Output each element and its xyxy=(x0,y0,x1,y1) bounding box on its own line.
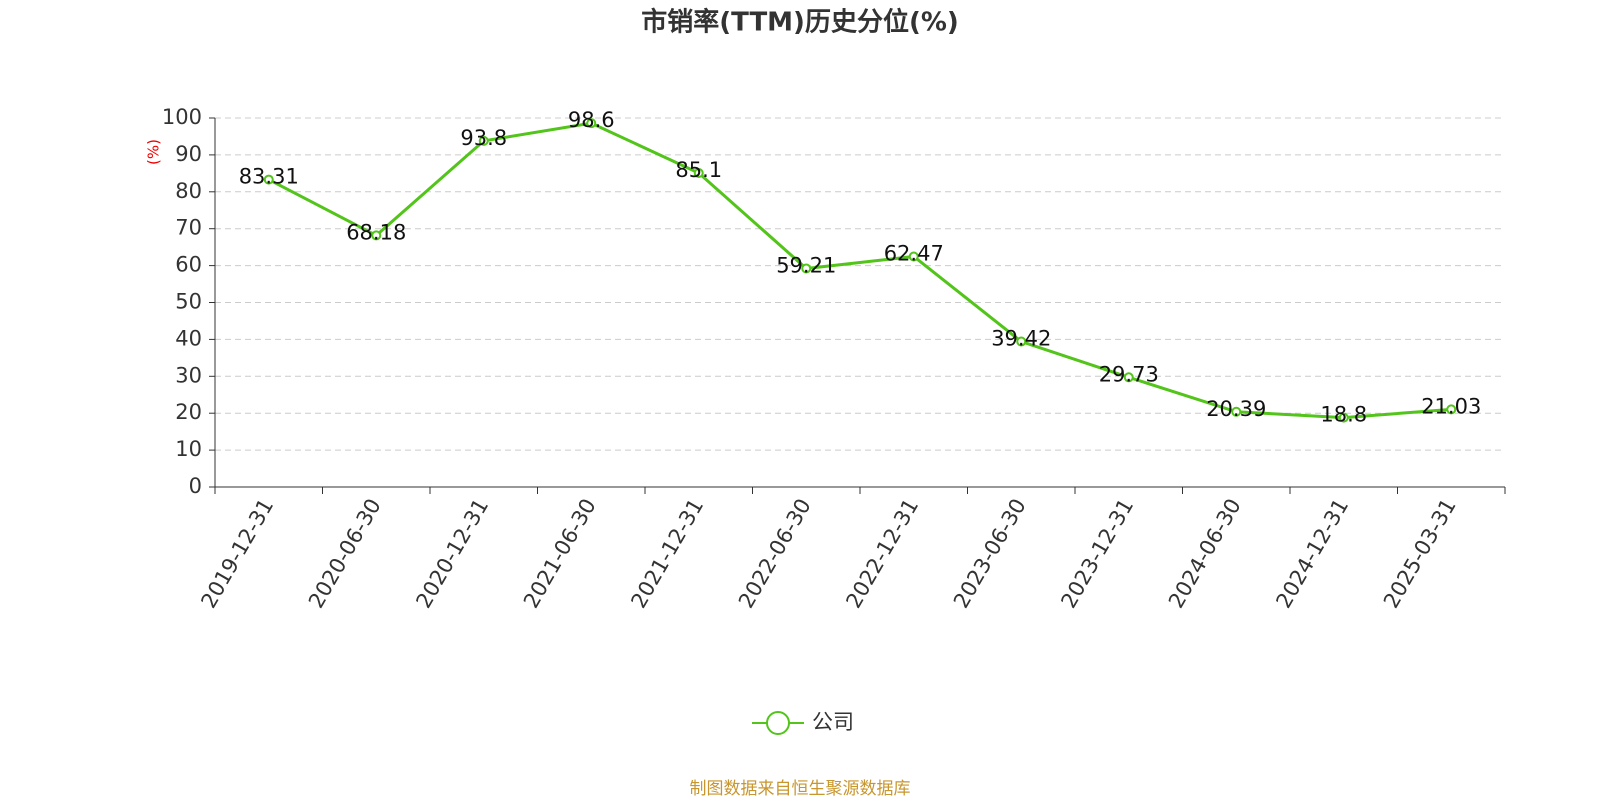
legend-marker xyxy=(766,711,790,735)
data-point xyxy=(478,135,489,146)
data-label: 59.21 xyxy=(776,254,836,278)
legend-label: 公司 xyxy=(812,710,854,734)
x-tick-label: 2025-03-31 xyxy=(1379,495,1461,613)
x-tick-label: 2023-06-30 xyxy=(949,495,1031,613)
data-label: 39.42 xyxy=(991,327,1051,351)
data-label: 20.39 xyxy=(1206,397,1266,421)
data-point xyxy=(1231,406,1242,417)
data-point xyxy=(586,118,597,129)
data-point xyxy=(801,263,812,274)
source-note: 制图数据来自恒生聚源数据库 xyxy=(690,779,911,799)
x-tick-label: 2019-12-31 xyxy=(196,495,278,613)
x-tick-label: 2022-06-30 xyxy=(734,495,816,613)
y-tick-label: 60 xyxy=(175,253,202,277)
data-point xyxy=(1338,412,1349,423)
x-tick-label: 2021-06-30 xyxy=(519,495,601,613)
y-tick-label: 20 xyxy=(175,400,202,424)
y-axis-label: (%) xyxy=(145,139,163,165)
x-tick-label: 2020-06-30 xyxy=(304,495,386,613)
data-label: 98.6 xyxy=(568,108,615,132)
series-line xyxy=(268,121,1452,420)
y-tick-label: 0 xyxy=(189,474,202,498)
data-point xyxy=(263,174,274,185)
data-label: 85.1 xyxy=(675,158,722,182)
y-tick-label: 50 xyxy=(175,290,202,314)
data-label: 21.03 xyxy=(1421,394,1481,418)
chart-title: 市销率(TTM)历史分位(%) xyxy=(641,7,959,38)
data-label: 68.18 xyxy=(346,220,406,244)
y-tick-label: 80 xyxy=(175,179,202,203)
data-point xyxy=(1123,372,1134,383)
y-tick-label: 70 xyxy=(175,216,202,240)
data-label: 83.31 xyxy=(239,165,299,189)
data-point xyxy=(908,251,919,262)
x-tick-label: 2024-12-31 xyxy=(1271,495,1353,613)
x-tick-label: 2020-12-31 xyxy=(411,495,493,613)
data-label: 62.47 xyxy=(884,241,944,265)
x-tick-label: 2021-12-31 xyxy=(626,495,708,613)
x-tick-label: 2024-06-30 xyxy=(1164,495,1246,613)
y-tick-label: 100 xyxy=(162,105,202,129)
data-point xyxy=(1016,336,1027,347)
data-point xyxy=(371,230,382,241)
x-tick-label: 2023-12-31 xyxy=(1056,495,1138,613)
data-point xyxy=(693,167,704,178)
y-tick-label: 10 xyxy=(175,437,202,461)
y-tick-label: 90 xyxy=(175,142,202,166)
data-point xyxy=(1446,404,1457,415)
y-tick-label: 40 xyxy=(175,326,202,350)
data-label: 29.73 xyxy=(1099,362,1159,386)
y-tick-label: 30 xyxy=(175,363,202,387)
x-tick-label: 2022-12-31 xyxy=(841,495,923,613)
data-label: 18.8 xyxy=(1320,403,1367,427)
data-label: 93.8 xyxy=(460,126,507,150)
